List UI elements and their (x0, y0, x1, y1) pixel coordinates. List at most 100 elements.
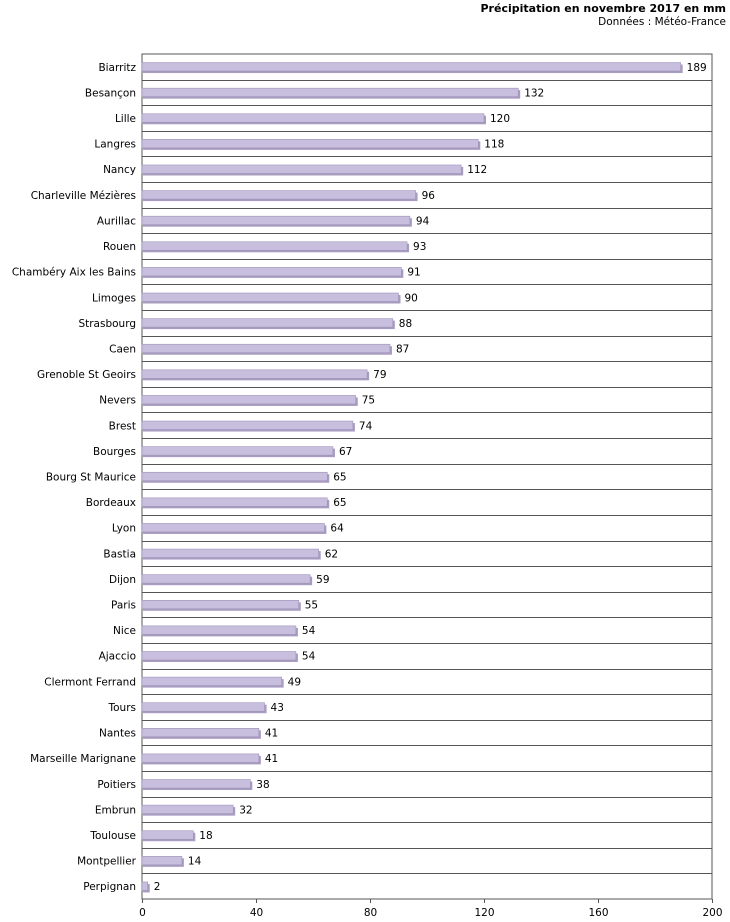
value-label: 67 (339, 446, 352, 458)
bar (141, 343, 391, 354)
category-label: Lyon (112, 523, 136, 535)
bar (141, 267, 402, 277)
category-label: Limoges (92, 292, 136, 304)
value-label: 49 (288, 676, 301, 688)
category-label: Montpellier (77, 856, 137, 868)
value-label: 65 (333, 497, 346, 509)
value-label: 41 (265, 753, 278, 765)
value-label: 54 (302, 625, 316, 637)
value-label: 62 (325, 548, 338, 560)
bar (141, 113, 485, 123)
category-label: Charleville Mézières (31, 190, 136, 202)
category-label: Caen (109, 343, 136, 355)
x-tick-label: 120 (474, 907, 494, 919)
bar (141, 651, 297, 661)
bar (141, 241, 408, 251)
value-label: 41 (265, 728, 278, 740)
category-label: Bourges (93, 446, 136, 458)
category-label: Aurillac (97, 215, 136, 227)
value-label: 93 (413, 241, 426, 253)
category-label: Besançon (85, 87, 136, 99)
value-label: 32 (239, 804, 252, 816)
value-label: 54 (302, 651, 316, 663)
category-label: Poitiers (97, 779, 136, 791)
category-label: Lille (115, 113, 136, 125)
value-label: 90 (405, 292, 418, 304)
category-label: Chambéry Aix les Bains (12, 267, 136, 279)
chart-title: Précipitation en novembre 2017 en mm (480, 2, 727, 15)
category-label: Strasbourg (78, 318, 136, 330)
category-label: Rouen (103, 241, 136, 253)
labels: 0 40 80 120 160 200 Biarritz 189 Besançon 132 Lill… (12, 62, 723, 919)
category-label: Bourg St Maurice (46, 472, 136, 484)
bar (141, 625, 297, 635)
category-label: Nice (113, 625, 136, 637)
category-label: Ajaccio (99, 651, 136, 663)
category-label: Nantes (99, 728, 136, 740)
bar (141, 471, 328, 482)
category-label: Grenoble St Geoirs (37, 369, 136, 381)
category-label: Marseille Marignane (30, 753, 136, 765)
bar (141, 164, 462, 174)
value-label: 118 (484, 139, 504, 151)
category-label: Nancy (103, 164, 136, 176)
value-label: 96 (422, 190, 436, 202)
bar (141, 830, 194, 840)
value-label: 43 (271, 702, 284, 714)
bar (141, 702, 265, 712)
value-label: 55 (305, 600, 318, 612)
category-label: Tours (108, 702, 137, 714)
category-label: Perpignan (83, 881, 136, 893)
category-label: Biarritz (98, 62, 136, 74)
bar (141, 548, 319, 558)
bar (141, 881, 148, 891)
bar (141, 139, 479, 149)
bar (141, 318, 394, 328)
bar (141, 62, 681, 72)
category-label: Bordeaux (86, 497, 136, 509)
bar (141, 420, 354, 430)
value-label: 38 (256, 779, 269, 791)
x-tick-label: 40 (250, 907, 263, 919)
value-label: 79 (373, 369, 386, 381)
bar (141, 497, 328, 507)
value-label: 112 (467, 164, 487, 176)
value-label: 120 (490, 113, 510, 125)
x-tick-label: 200 (702, 907, 722, 919)
value-label: 132 (524, 87, 544, 99)
bar (141, 292, 399, 302)
category-label: Toulouse (89, 830, 136, 842)
category-label: Dijon (109, 574, 136, 586)
value-label: 14 (188, 856, 202, 868)
grid-lines (141, 53, 713, 903)
bar (141, 856, 183, 866)
value-label: 189 (687, 62, 707, 74)
value-label: 65 (333, 472, 346, 484)
category-label: Langres (94, 139, 136, 151)
bar (141, 395, 357, 405)
x-tick-label: 80 (364, 907, 377, 919)
value-label: 88 (399, 318, 412, 330)
bar (141, 728, 260, 738)
category-label: Bastia (103, 548, 136, 560)
value-label: 75 (362, 395, 375, 407)
bar (141, 599, 300, 610)
bar (141, 446, 334, 456)
bar (141, 369, 368, 379)
category-label: Clermont Ferrand (44, 676, 136, 688)
value-label: 91 (407, 267, 420, 279)
value-label: 59 (316, 574, 329, 586)
bar (141, 779, 251, 789)
value-label: 74 (359, 420, 373, 432)
category-label: Brest (109, 420, 136, 432)
value-label: 64 (330, 523, 344, 535)
bars (141, 62, 683, 893)
value-label: 87 (396, 343, 409, 355)
category-label: Paris (111, 600, 136, 612)
x-tick-label: 160 (588, 907, 608, 919)
category-label: Nevers (99, 395, 136, 407)
chart-subtitle: Données : Météo-France (598, 16, 726, 28)
bar (141, 676, 282, 686)
bar (141, 523, 325, 533)
